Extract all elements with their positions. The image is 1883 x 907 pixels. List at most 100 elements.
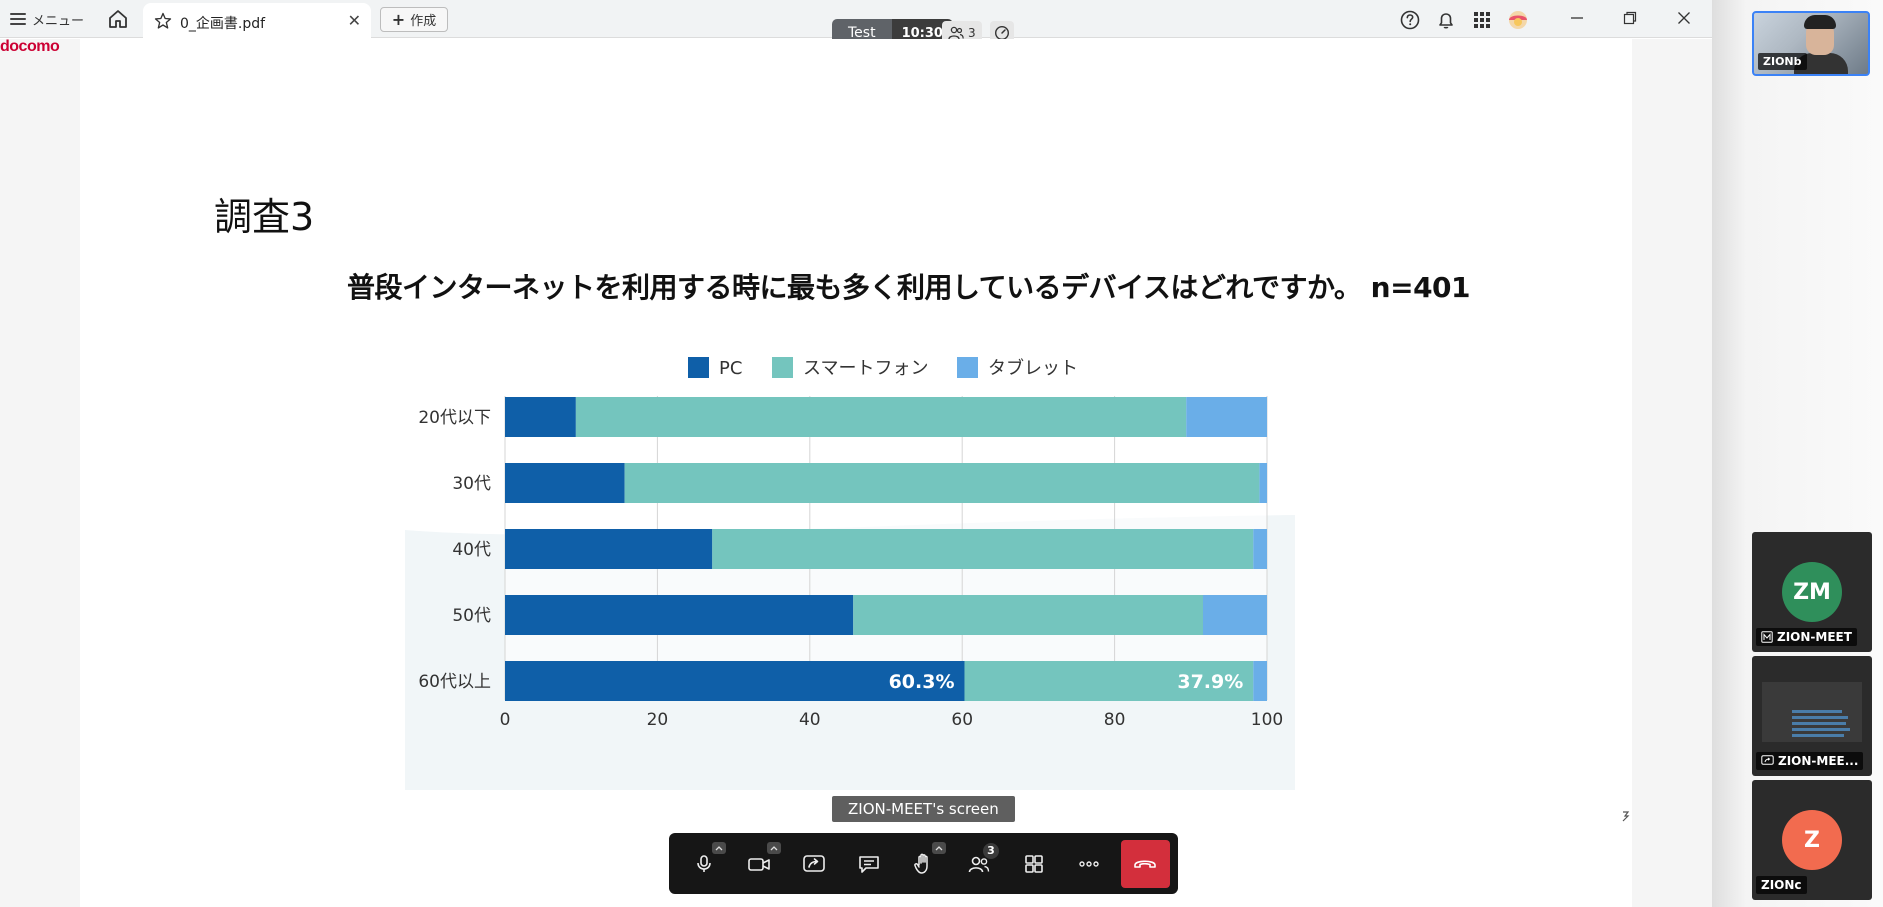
self-video-tile[interactable]: ZIONb xyxy=(1752,11,1870,76)
tab-document[interactable]: 0_企画書.pdf ✕ xyxy=(143,3,371,38)
home-icon xyxy=(109,10,127,28)
minimize-button[interactable] xyxy=(1564,6,1590,30)
x-tick-label: 40 xyxy=(799,710,821,730)
bar-segment xyxy=(712,529,1254,569)
x-tick-label: 80 xyxy=(1104,710,1126,730)
participants-icon xyxy=(969,856,990,872)
microphone-options-icon[interactable] xyxy=(711,841,726,854)
people-icon xyxy=(948,26,964,40)
data-label: 60.3% xyxy=(889,671,955,693)
hand-icon xyxy=(914,853,929,874)
bar-segment xyxy=(1253,529,1267,569)
microphone-button[interactable] xyxy=(677,840,732,888)
leave-call-button[interactable] xyxy=(1120,839,1170,888)
create-label: 作成 xyxy=(410,14,437,29)
layout-button[interactable] xyxy=(1007,840,1062,888)
close-window-button[interactable] xyxy=(1671,6,1697,30)
star-icon[interactable] xyxy=(153,11,173,31)
legend-label: スマートフォン xyxy=(803,358,928,379)
restore-icon xyxy=(1623,11,1637,25)
self-video-hair xyxy=(1804,15,1836,29)
moderator-icon xyxy=(1761,631,1773,643)
participants-badge: 3 xyxy=(982,842,999,859)
participant-tile[interactable]: Z ZIONc xyxy=(1752,780,1872,900)
share-screen-icon xyxy=(803,854,826,872)
self-name-tag: ZIONb xyxy=(1758,53,1807,70)
survey-question: 普段インターネットを利用する時に最も多く利用しているデバイスはどれですか。 n=… xyxy=(347,271,1471,304)
screen-share-label: ZION-MEET's screen xyxy=(832,796,1015,822)
share-screen-button[interactable] xyxy=(787,840,842,888)
chat-icon xyxy=(859,855,880,873)
legend-label: PC xyxy=(719,358,742,379)
participant-avatar: ZM xyxy=(1782,562,1842,622)
more-options-button[interactable] xyxy=(1062,840,1117,888)
apps-grid-icon[interactable] xyxy=(1471,9,1493,31)
participant-name-tag: ZIONc xyxy=(1756,876,1807,894)
participant-avatar: Z xyxy=(1782,810,1842,870)
participant-count: 3 xyxy=(968,26,976,40)
category-label: 60代以上 xyxy=(418,672,491,692)
bar-segment xyxy=(1259,463,1267,503)
bar-segment xyxy=(1202,595,1267,635)
category-label: 30代 xyxy=(452,474,491,494)
slide-title: 調査3 xyxy=(214,195,315,239)
more-icon xyxy=(1079,860,1100,867)
page-indicator-icon xyxy=(1622,809,1630,827)
menu-label: メニュー xyxy=(32,13,85,29)
home-button[interactable] xyxy=(106,7,130,31)
category-label: 40代 xyxy=(452,540,491,560)
bar-segment xyxy=(853,595,1203,635)
participant-name: ZION-MEE... xyxy=(1778,754,1859,768)
legend-swatch xyxy=(688,357,709,378)
help-icon[interactable] xyxy=(1399,9,1421,31)
grid-layout-icon xyxy=(1025,854,1044,873)
camera-options-icon[interactable] xyxy=(766,841,781,854)
bar-segment xyxy=(505,661,965,701)
create-button[interactable]: + 作成 xyxy=(380,7,448,32)
participant-name: ZION-MEET xyxy=(1777,630,1852,644)
chat-button[interactable] xyxy=(842,840,897,888)
close-icon xyxy=(1678,12,1690,24)
participant-name-tag: ZION-MEE... xyxy=(1756,752,1864,770)
self-video-body xyxy=(1794,53,1848,74)
participants-button[interactable]: 3 xyxy=(952,840,1007,888)
category-label: 50代 xyxy=(452,606,491,626)
legend-label: タブレット xyxy=(988,357,1078,379)
x-tick-label: 60 xyxy=(951,710,973,730)
bar-segment xyxy=(1253,661,1267,701)
brand-logo: docomo xyxy=(0,38,60,55)
plus-icon: + xyxy=(391,10,406,29)
bar-segment xyxy=(624,463,1260,503)
raise-hand-button[interactable] xyxy=(897,840,952,888)
bell-icon[interactable] xyxy=(1435,9,1457,31)
bar-segment xyxy=(505,463,625,503)
category-label: 20代以下 xyxy=(418,408,491,428)
x-tick-label: 20 xyxy=(647,710,669,730)
bar-segment xyxy=(575,397,1187,437)
microphone-icon xyxy=(697,854,712,872)
legend-swatch xyxy=(772,357,793,378)
camera-icon xyxy=(748,857,771,871)
bar-segment xyxy=(505,529,713,569)
minimize-icon xyxy=(1571,17,1583,19)
restore-button[interactable] xyxy=(1617,6,1643,30)
participant-name-tag: ZION-MEET xyxy=(1756,628,1857,646)
screen-share-icon xyxy=(1761,755,1774,765)
legend-swatch xyxy=(957,357,978,378)
menu-button[interactable]: メニュー xyxy=(10,9,84,29)
reactions-options-icon[interactable] xyxy=(931,841,946,854)
data-label: 37.9% xyxy=(1177,671,1243,693)
hang-up-icon xyxy=(1134,859,1157,868)
bar-segment xyxy=(505,595,854,635)
participant-name: ZIONc xyxy=(1761,878,1802,892)
tab-close-icon[interactable]: ✕ xyxy=(347,11,361,30)
x-tick-label: 0 xyxy=(500,710,511,730)
participant-tile[interactable]: ZM ZION-MEET xyxy=(1752,532,1872,652)
user-avatar-icon[interactable] xyxy=(1507,9,1529,31)
hamburger-icon xyxy=(10,13,26,25)
camera-button[interactable] xyxy=(732,840,787,888)
bar-segment xyxy=(1186,397,1267,437)
participant-tile-screen[interactable]: ZION-MEE... xyxy=(1752,656,1872,776)
x-tick-label: 100 xyxy=(1251,710,1283,730)
